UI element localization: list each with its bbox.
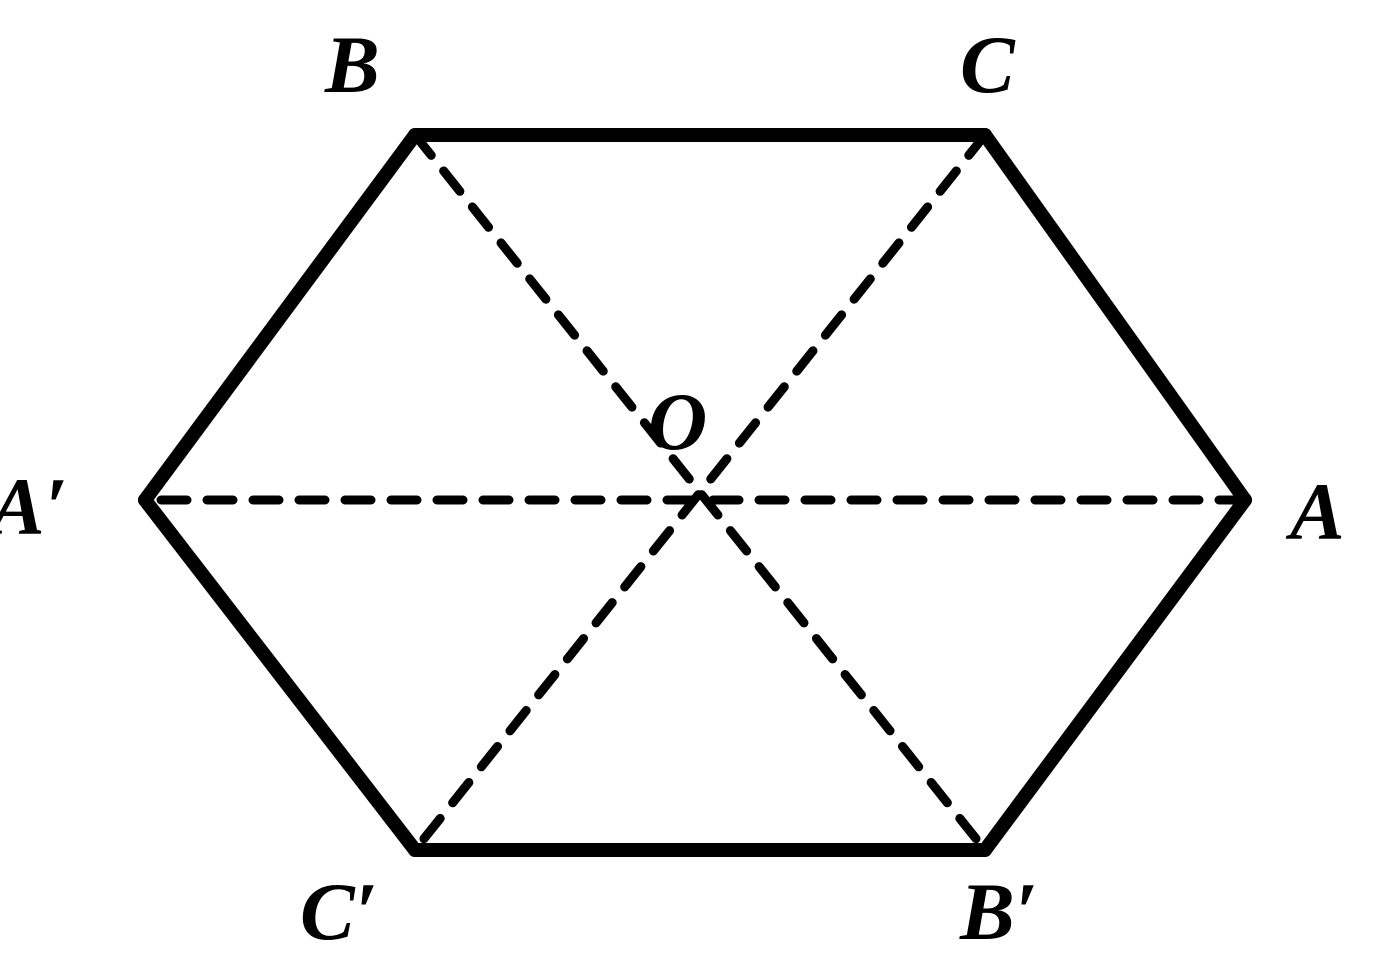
label-A: A — [1290, 465, 1345, 559]
label-C: C — [960, 18, 1015, 112]
hexagon-svg — [0, 0, 1391, 980]
label-O: O — [648, 375, 707, 469]
edge-Aprime-Cprime — [145, 500, 415, 850]
label-Bprime: B′ — [960, 865, 1038, 959]
label-Aprime: A′ — [0, 460, 68, 554]
label-Cprime: C′ — [300, 865, 378, 959]
hexagon-diagram: A B C A′ B′ C′ O — [0, 0, 1391, 980]
edge-B-Aprime — [145, 135, 415, 500]
edge-A-C — [985, 135, 1245, 500]
label-B: B — [325, 18, 380, 112]
edge-Bprime-A — [985, 500, 1245, 850]
